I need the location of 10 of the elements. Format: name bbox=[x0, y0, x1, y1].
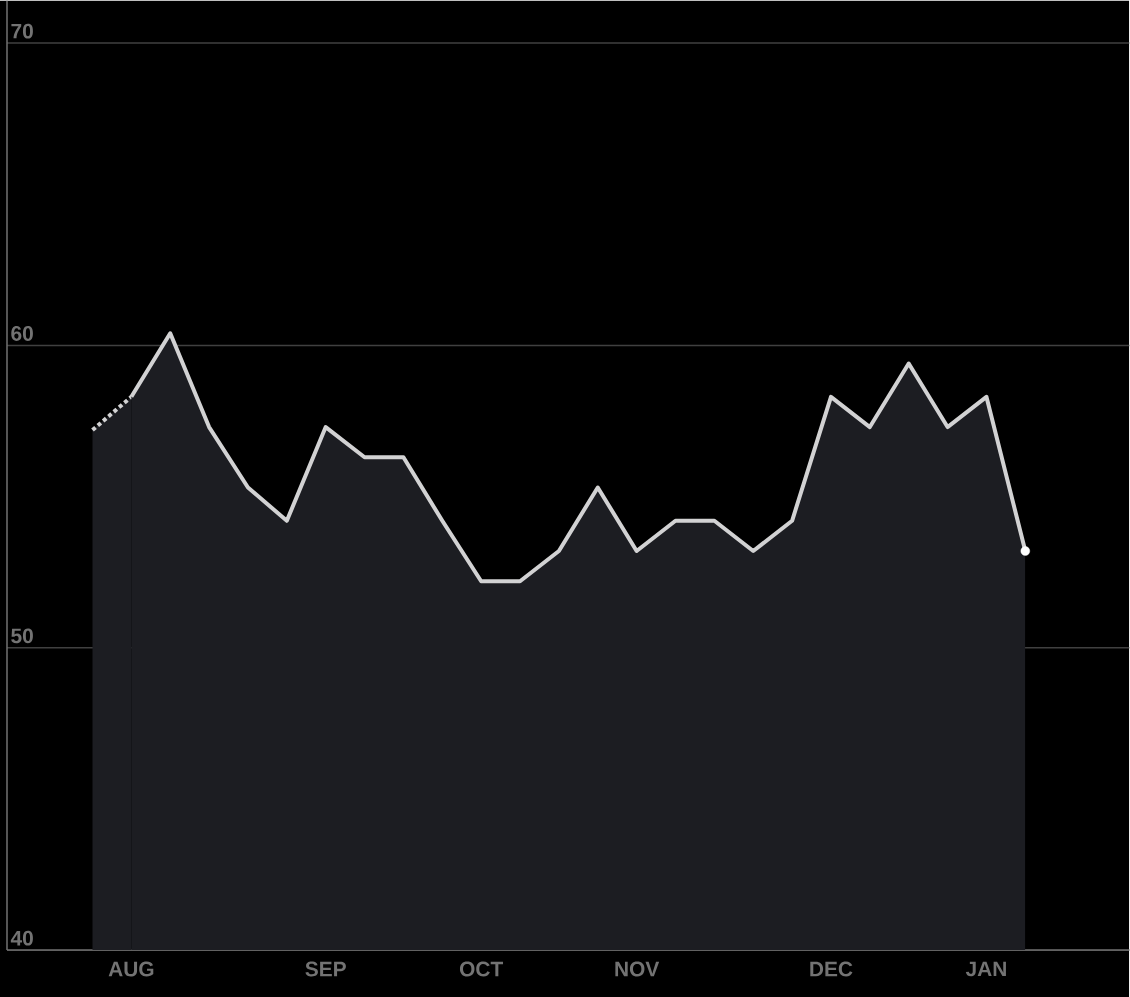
y-tick-label: 60 bbox=[11, 326, 33, 341]
y-tick-label: 40 bbox=[10, 930, 33, 946]
y-tick-label: 70 bbox=[11, 23, 33, 39]
x-tick-label: AUG bbox=[108, 961, 154, 977]
x-tick-label: OCT bbox=[459, 961, 504, 977]
x-tick-label: JAN bbox=[965, 961, 1006, 977]
x-tick-label: DEC bbox=[810, 961, 853, 977]
x-tick-label: NOV bbox=[615, 961, 660, 977]
x-tick-label: SEP bbox=[305, 961, 346, 977]
y-tick-label: 50 bbox=[11, 628, 33, 644]
